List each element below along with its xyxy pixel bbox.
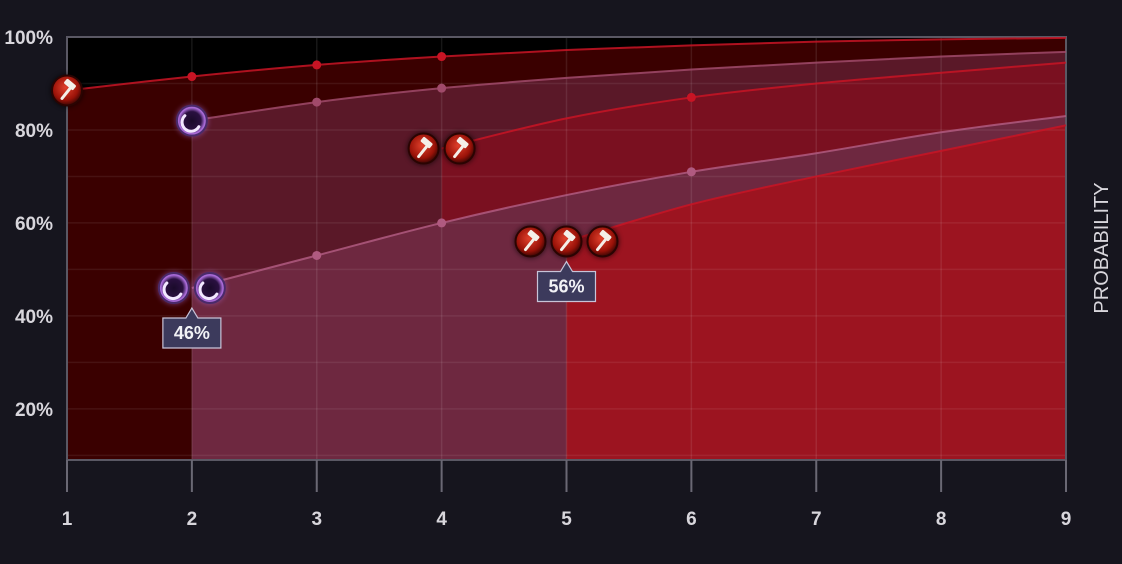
y-tick-label: 60% — [15, 214, 53, 235]
y-axis-label: PROBABILITY — [1091, 182, 1113, 313]
data-point — [437, 218, 447, 228]
series-curve — [191, 115, 1067, 289]
grid-lines — [66, 36, 1067, 461]
x-tick-label: 1 — [62, 509, 73, 530]
data-point — [312, 250, 322, 260]
orb-icon — [174, 103, 209, 138]
series-curve — [191, 50, 1067, 122]
item-icons — [50, 73, 620, 306]
data-markers — [187, 52, 696, 260]
hammer-icon — [549, 224, 584, 259]
x-tick-label: 4 — [436, 509, 447, 530]
x-axis-ticks: 1 2 3 4 5 6 7 8 9 — [62, 460, 1072, 530]
x-tick-label: 9 — [1061, 509, 1072, 530]
hammer-icon — [585, 224, 620, 259]
x-tick-label: 3 — [311, 509, 322, 530]
hammer-icon — [513, 224, 548, 259]
series-curves — [66, 36, 1067, 289]
orb-icon — [156, 271, 191, 306]
orb-icon — [192, 271, 227, 306]
series-curve — [66, 36, 1067, 92]
y-tick-label: 80% — [15, 121, 53, 142]
percentage-callout: 56% — [536, 260, 597, 303]
y-tick-label: 100% — [4, 28, 53, 49]
data-point — [312, 97, 322, 107]
percentage-callout: 46% — [162, 306, 222, 349]
x-tick-label: 6 — [686, 509, 697, 530]
data-point — [187, 72, 197, 82]
data-point — [686, 167, 696, 177]
data-point — [437, 52, 447, 62]
y-tick-label: 40% — [15, 307, 53, 328]
y-tick-label: 20% — [15, 400, 53, 421]
data-point — [686, 92, 696, 102]
callouts: 46% 56% — [162, 260, 597, 349]
callout-label: 56% — [548, 277, 584, 297]
x-tick-label: 8 — [936, 509, 947, 530]
data-point — [437, 83, 447, 93]
y-axis-ticks: 100% 80% 60% 40% 20% — [4, 28, 53, 421]
callout-label: 46% — [174, 323, 210, 343]
x-tick-label: 5 — [561, 509, 572, 530]
hammer-icon — [442, 131, 477, 166]
series-curve — [566, 124, 1067, 243]
x-tick-label: 2 — [187, 509, 198, 530]
hammer-icon — [406, 131, 441, 166]
series-area — [566, 125, 1066, 461]
data-point — [312, 60, 322, 70]
hammer-icon — [50, 73, 84, 108]
series-curve — [441, 61, 1067, 150]
x-tick-label: 7 — [811, 509, 822, 530]
